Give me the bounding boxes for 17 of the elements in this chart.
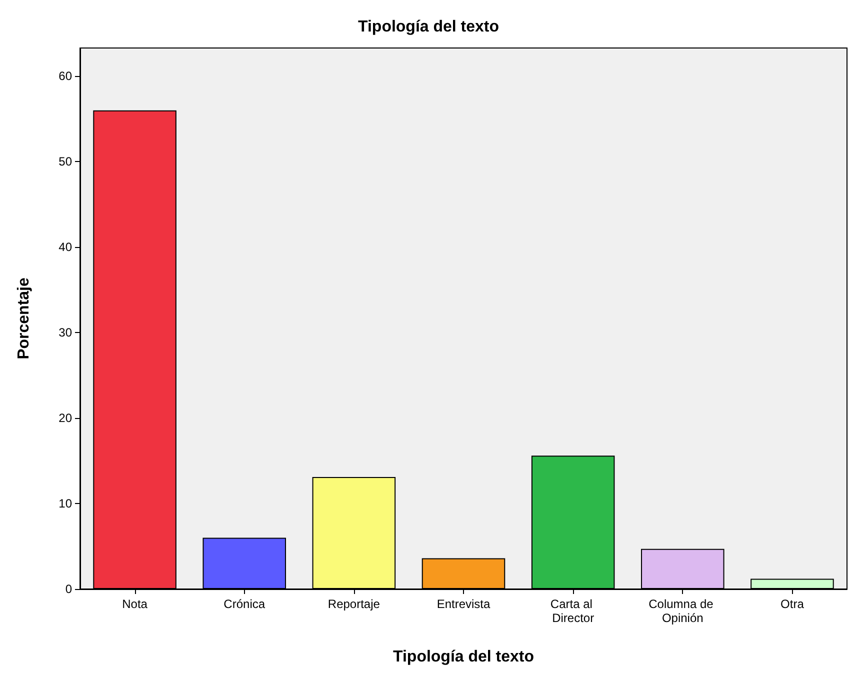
y-axis-title: Porcentaje xyxy=(16,277,32,360)
x-tick-label: Crónica xyxy=(224,597,266,611)
y-tick-label: 50 xyxy=(58,154,72,169)
x-tick-label: Reportaje xyxy=(328,597,380,611)
chart-title: Tipología del texto xyxy=(358,18,500,36)
y-tick-label: 30 xyxy=(58,326,72,340)
x-axis-title: Tipología del texto xyxy=(392,648,534,666)
y-tick-label: 10 xyxy=(58,496,72,511)
x-tick-label: Entrevista xyxy=(436,597,490,611)
x-tick-label: Nota xyxy=(122,597,148,611)
x-tick-label: Columna de Opinión xyxy=(648,597,717,625)
y-tick-label: 20 xyxy=(58,411,72,426)
x-tick-label: Otra xyxy=(780,597,804,611)
x-tick-label: Carta al Director xyxy=(550,597,596,625)
y-tick-label: 60 xyxy=(58,69,72,84)
y-tick-label: 40 xyxy=(58,240,72,254)
y-tick-label: 0 xyxy=(65,582,72,596)
